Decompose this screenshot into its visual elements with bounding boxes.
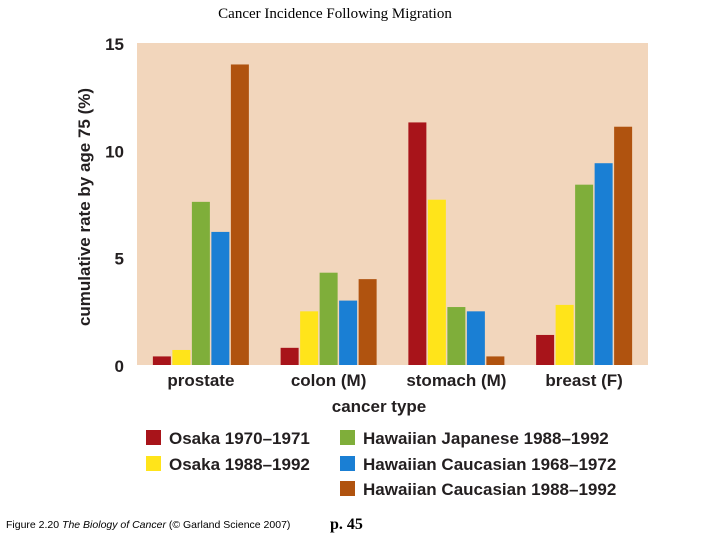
legend-label: Hawaiian Japanese 1988–1992 xyxy=(363,429,609,448)
bar xyxy=(280,347,299,365)
x-tick-label: breast (F) xyxy=(545,371,622,390)
x-tick-label: stomach (M) xyxy=(406,371,506,390)
slide-title: Cancer Incidence Following Migration xyxy=(218,6,452,22)
bar xyxy=(152,356,171,365)
bar xyxy=(191,201,210,365)
bar xyxy=(575,184,594,365)
y-tick-label: 5 xyxy=(115,250,124,269)
legend-label: Hawaiian Caucasian 1968–1972 xyxy=(363,455,616,474)
bar xyxy=(358,279,377,365)
page-number: p. 45 xyxy=(330,516,363,533)
bar xyxy=(408,122,427,365)
legend-swatch xyxy=(340,481,355,496)
bar xyxy=(427,199,446,365)
x-axis-label: cancer type xyxy=(332,397,427,416)
y-tick-label: 15 xyxy=(105,35,124,54)
bar xyxy=(211,231,230,365)
bar xyxy=(594,163,613,365)
legend-label: Osaka 1970–1971 xyxy=(169,429,310,448)
x-tick-label: colon (M) xyxy=(291,371,367,390)
caption-figure-number: Figure 2.20 xyxy=(6,519,60,531)
legend-swatch xyxy=(146,456,161,471)
caption-copyright: (© Garland Science 2007) xyxy=(168,519,291,531)
bar xyxy=(339,300,358,365)
bar xyxy=(466,311,485,365)
bar xyxy=(447,307,466,365)
bar xyxy=(230,64,249,365)
legend-swatch xyxy=(340,430,355,445)
bar xyxy=(172,349,191,365)
bar xyxy=(536,334,555,365)
bar xyxy=(614,126,633,365)
y-tick-label: 0 xyxy=(115,357,124,376)
legend-swatch xyxy=(146,430,161,445)
legend-swatch xyxy=(340,456,355,471)
chart: 0 5 10 15 cumulative rate by age 75 (%) can… xyxy=(75,35,648,499)
y-axis-label: cumulative rate by age 75 (%) xyxy=(75,88,94,326)
y-tick-label: 10 xyxy=(105,142,124,161)
caption-book-title: The Biology of Cancer xyxy=(62,519,166,531)
legend-label: Hawaiian Caucasian 1988–1992 xyxy=(363,480,616,499)
x-tick-label: prostate xyxy=(167,371,234,390)
bar xyxy=(486,356,505,365)
legend-label: Osaka 1988–1992 xyxy=(169,455,310,474)
figure-caption: Figure 2.20 The Biology of Cancer (© Gar… xyxy=(6,519,290,531)
bar xyxy=(300,311,319,365)
bar xyxy=(319,272,338,365)
bar xyxy=(555,304,574,365)
